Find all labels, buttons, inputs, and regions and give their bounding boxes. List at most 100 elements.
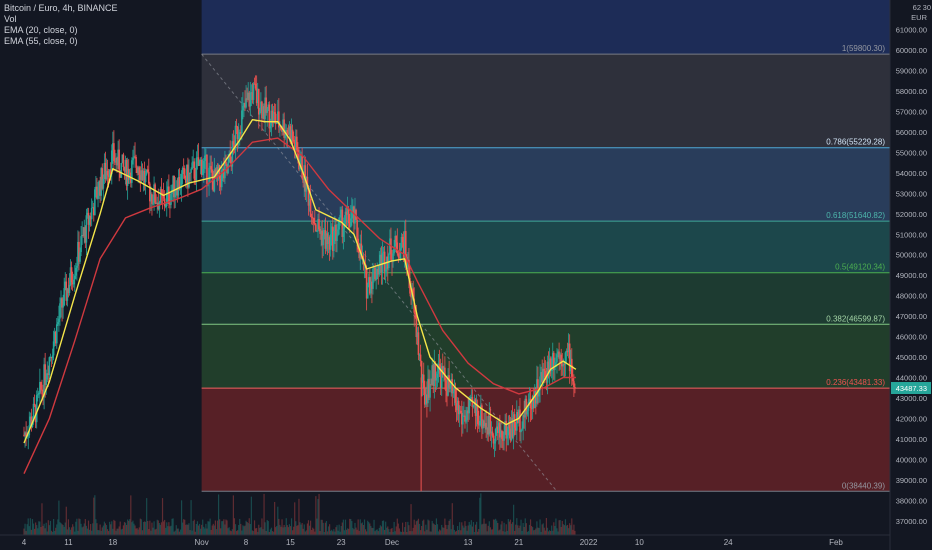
fib-level-label-1: 1(59800.30) [842,44,885,53]
volume-bar [448,520,450,535]
candle-body [394,235,396,247]
candle-body [403,231,406,258]
candle-body [549,358,552,371]
volume-bar [298,498,300,535]
symbol-title[interactable]: Bitcoin / Euro, 4h, BINANCE [4,3,118,13]
candle-body [333,230,335,251]
candle-body [24,432,26,436]
candle-body [569,358,572,372]
price-tick-label: 61000.00 [896,26,927,35]
volume-bar [447,525,449,535]
volume-bar [124,522,127,535]
candle-body [263,106,265,120]
volume-bar [500,524,502,535]
time-tick-label: 21 [514,538,523,547]
volume-bar [521,530,523,535]
volume-bar [228,527,230,535]
candle-body [432,365,435,387]
volume-bar [433,524,435,535]
time-tick-label: 10 [635,538,644,547]
ema20-indicator-label[interactable]: EMA (20, close, 0) [4,25,78,35]
volume-bar [333,529,335,535]
volume-bar [234,524,237,535]
volume-bar [436,524,439,535]
price-tick-label: 48000.00 [896,292,927,301]
volume-indicator-label[interactable]: Vol [4,14,17,24]
ema55-line[interactable] [23,137,576,474]
volume-bar [322,522,324,535]
candle-body [336,234,338,241]
candle-body [40,381,42,390]
candle-body [239,132,242,134]
price-tick-label: 47000.00 [896,312,927,321]
volume-bar [398,528,401,535]
candle-body [508,424,511,429]
volume-bar [239,518,241,535]
candle-body [97,195,99,199]
candle-body [502,439,504,441]
volume-bar [468,521,470,535]
candle-body [38,392,40,395]
volume-bar [91,530,93,535]
volume-bar [459,522,461,535]
volume-bar [513,504,515,535]
candle-body [558,351,560,359]
volume-bar [41,503,43,535]
current-price-marker[interactable] [891,382,931,395]
volume-bar [60,523,62,535]
volume-bar [30,529,33,535]
volume-bar [200,528,202,535]
candle-body [103,162,106,179]
volume-bar [385,521,387,535]
candle-body [99,180,101,196]
candle-body [520,429,522,433]
volume-bar [528,524,531,535]
candle-body [137,167,140,174]
volume-bar [230,531,232,535]
candle-body [195,158,198,181]
candle-body [262,106,264,119]
candle-body [89,216,92,220]
volume-bar [568,528,570,535]
volume-bar [406,531,408,535]
volume-bar [367,520,369,535]
candle-body [200,159,203,175]
price-tick-label: 43000.00 [896,394,927,403]
candle-body [50,356,53,359]
volume-bar [100,530,102,535]
volume-bar [419,530,422,535]
candle-body [242,106,244,111]
volume-bar [127,519,129,535]
volume-bar [566,524,569,535]
candle-body [510,418,513,441]
price-tick-label: 53000.00 [896,189,927,198]
volume-bar [309,520,312,535]
candle-body [54,331,57,344]
volume-bar [259,527,261,535]
volume-bar [553,522,555,535]
volume-bar [456,526,459,535]
candle-body [123,166,126,172]
volume-bar [461,522,463,535]
fib-level-label-0.382: 0.382(46599.87) [826,314,885,323]
volume-bar [59,522,61,535]
candle-body [395,235,398,243]
volume-bar [84,519,86,535]
candle-body [143,171,146,183]
fib-level-label-0.5: 0.5(49120.34) [835,263,885,272]
ema55-indicator-label[interactable]: EMA (55, close, 0) [4,36,78,46]
time-tick-label: 8 [244,538,249,547]
candle-body [298,159,300,170]
candle-body [433,363,436,387]
volume-bar [554,525,556,535]
volume-bar [170,525,172,535]
ema20-line[interactable] [23,118,577,444]
volume-bar [498,530,500,535]
candle-body [507,424,510,436]
candle-body [167,186,169,193]
candle-body [80,236,82,253]
volume-bar [375,529,377,535]
candle-body [309,198,312,217]
candle-body [275,122,278,124]
